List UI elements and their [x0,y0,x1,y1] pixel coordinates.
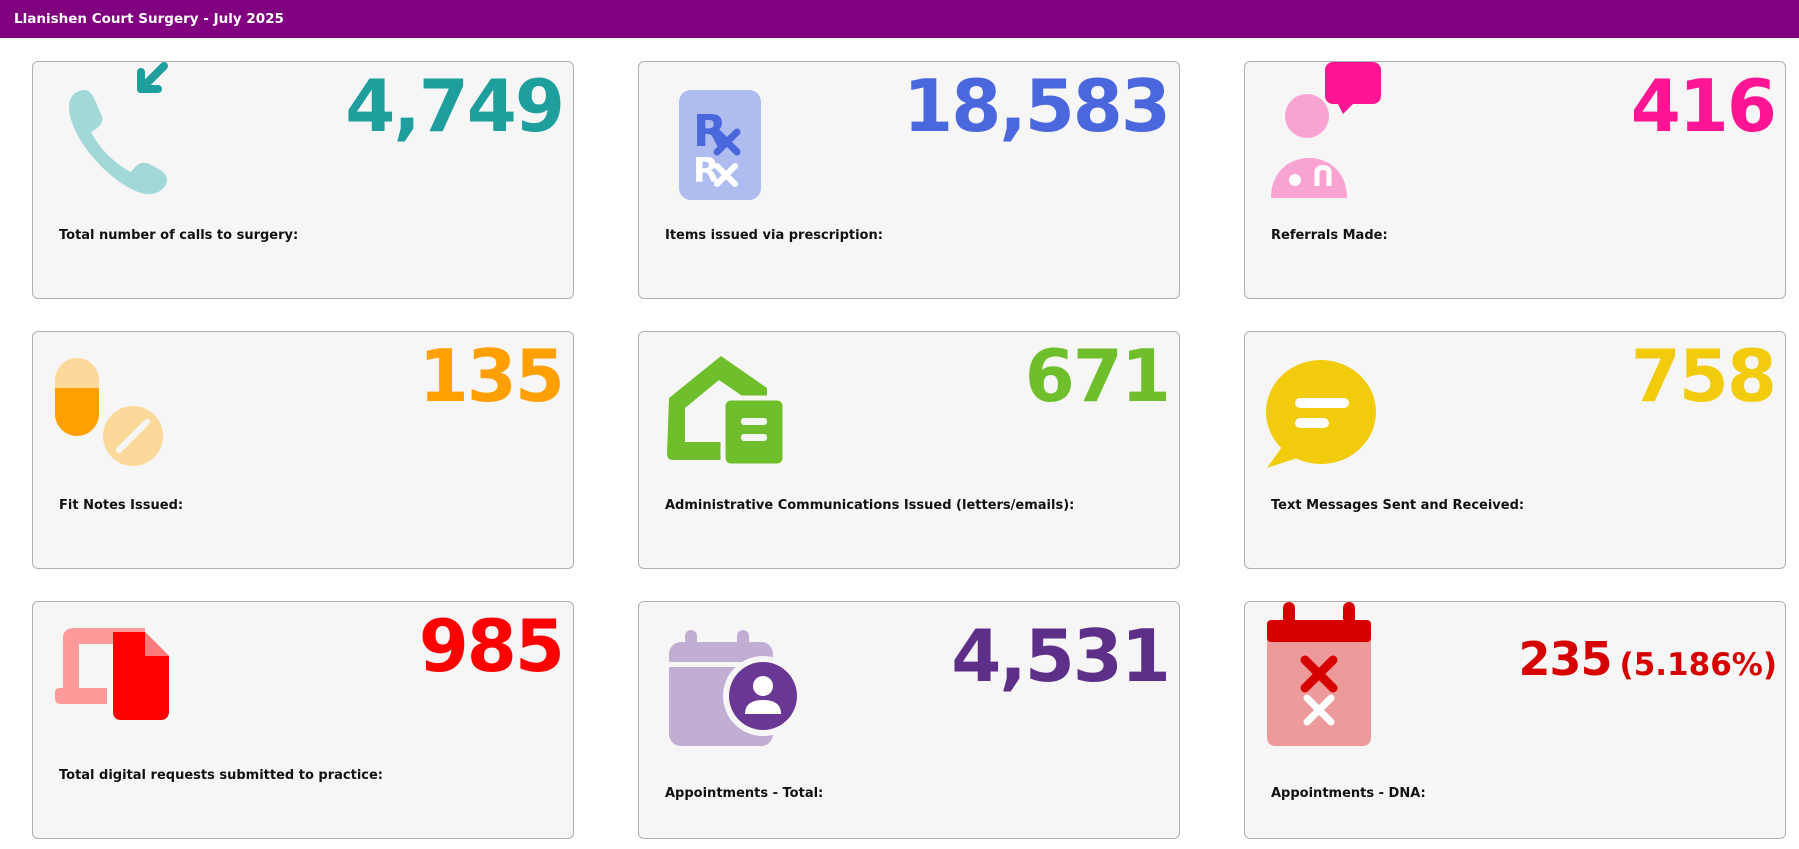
appointments-dna-value-row: 235 (5.186%) [1519,636,1777,682]
pills-icon [53,332,193,482]
admin-comms-card: 671 Administrative Communications Issued… [638,331,1180,569]
doctor-chat-icon [1265,62,1405,212]
incoming-phone-call-icon [53,62,193,212]
calls-card: 4,749 Total number of calls to surgery: [32,61,574,299]
mail-envelope-icon [659,332,799,482]
prescriptions-value: 18,583 [903,64,1171,148]
digital-requests-card: 985 Total digital requests submitted to … [32,601,574,839]
page-header: Llanishen Court Surgery - July 2025 [0,0,1799,38]
admin-comms-label: Administrative Communications Issued (le… [665,498,1075,513]
digital-requests-value: 985 [418,604,565,688]
referrals-card: 416 Referrals Made: [1244,61,1786,299]
fit-notes-label: Fit Notes Issued: [59,498,184,513]
referrals-label: Referrals Made: [1271,228,1388,243]
text-messages-card: 758 Text Messages Sent and Received: [1244,331,1786,569]
referrals-value: 416 [1630,64,1777,148]
calls-label: Total number of calls to surgery: [59,228,299,243]
digital-requests-label: Total digital requests submitted to prac… [59,768,383,783]
fit-notes-value: 135 [418,334,565,418]
appointments-dna-value: 235 [1518,632,1613,686]
appointments-dna-label: Appointments - DNA: [1271,786,1426,801]
appointments-dna-percentage: (5.186%) [1619,647,1777,683]
laptop-document-icon [53,602,193,752]
prescriptions-label: Items issued via prescription: [665,228,883,243]
text-messages-value: 758 [1630,334,1777,418]
prescriptions-card: R R 18,583 Items issued via prescription… [638,61,1180,299]
appointments-total-label: Appointments - Total: [665,786,824,801]
calls-value: 4,749 [345,64,565,148]
text-messages-label: Text Messages Sent and Received: [1271,498,1525,513]
calendar-cancel-icon [1265,602,1405,752]
prescription-clipboard-icon: R R [659,62,799,212]
speech-bubble-icon [1265,332,1405,482]
appointments-total-card: 4,531 Appointments - Total: [638,601,1180,839]
fit-notes-card: 135 Fit Notes Issued: [32,331,574,569]
appointments-total-value: 4,531 [951,614,1171,698]
calendar-person-icon [659,602,799,752]
appointments-dna-card: 235 (5.186%) Appointments - DNA: [1244,601,1786,839]
page-title: Llanishen Court Surgery - July 2025 [14,11,284,27]
admin-comms-value: 671 [1024,334,1171,418]
